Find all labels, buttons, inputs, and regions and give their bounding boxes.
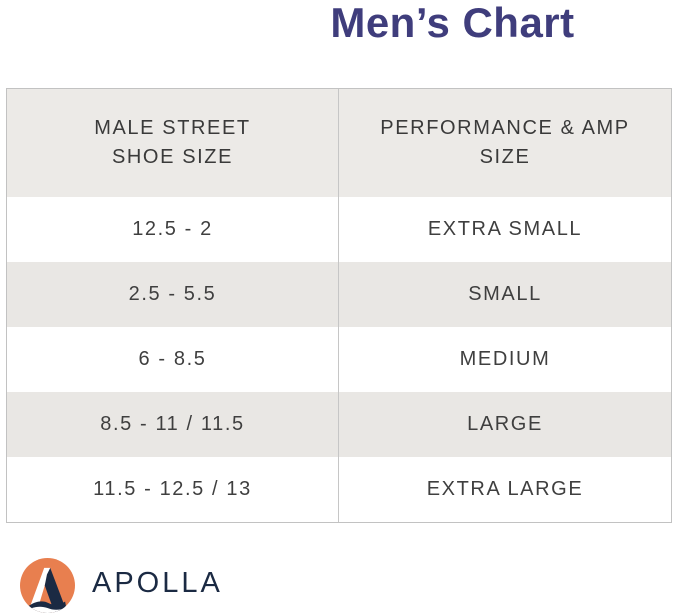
header-line: MALE STREET <box>94 117 251 139</box>
brand-name: APOLLA <box>92 567 223 599</box>
table-header-row: MALE STREET SHOE SIZE PERFORMANCE & AMP … <box>7 89 671 197</box>
table-row: 11.5 - 12.5 / 13 EXTRA LARGE <box>7 457 671 522</box>
cell-product-size: SMALL <box>468 283 542 305</box>
header-line: SHOE SIZE <box>111 146 234 168</box>
cell-product-size: MEDIUM <box>459 348 551 370</box>
table-row: 6 - 8.5 MEDIUM <box>7 327 671 392</box>
cell-shoe-size: 11.5 - 12.5 / 13 <box>7 457 339 522</box>
cell-product-size: EXTRA LARGE <box>426 478 584 500</box>
header-cell-performance-amp-size: PERFORMANCE & AMP SIZE <box>339 89 671 197</box>
table-row: 2.5 - 5.5 SMALL <box>7 262 671 327</box>
page-title: Men’s Chart <box>330 0 575 46</box>
header-cell-shoe-size: MALE STREET SHOE SIZE <box>7 89 339 197</box>
apolla-mountain-a-icon <box>20 558 75 613</box>
cell-product-size: EXTRA SMALL <box>427 218 583 240</box>
cell-shoe-size: 2.5 - 5.5 <box>7 262 339 327</box>
cell-shoe-size: 12.5 - 2 <box>7 197 339 262</box>
cell-product-size: LARGE <box>467 413 543 435</box>
cell-shoe-size: 8.5 - 11 / 11.5 <box>7 392 339 457</box>
header-line: SIZE <box>479 146 531 168</box>
cell-shoe-size: 6 - 8.5 <box>7 327 339 392</box>
table-row: 12.5 - 2 EXTRA SMALL <box>7 197 671 262</box>
header-line: PERFORMANCE & AMP <box>380 117 630 139</box>
size-chart-table: MALE STREET SHOE SIZE PERFORMANCE & AMP … <box>6 88 672 523</box>
brand-logo: APOLLA <box>20 558 223 613</box>
table-row: 8.5 - 11 / 11.5 LARGE <box>7 392 671 457</box>
